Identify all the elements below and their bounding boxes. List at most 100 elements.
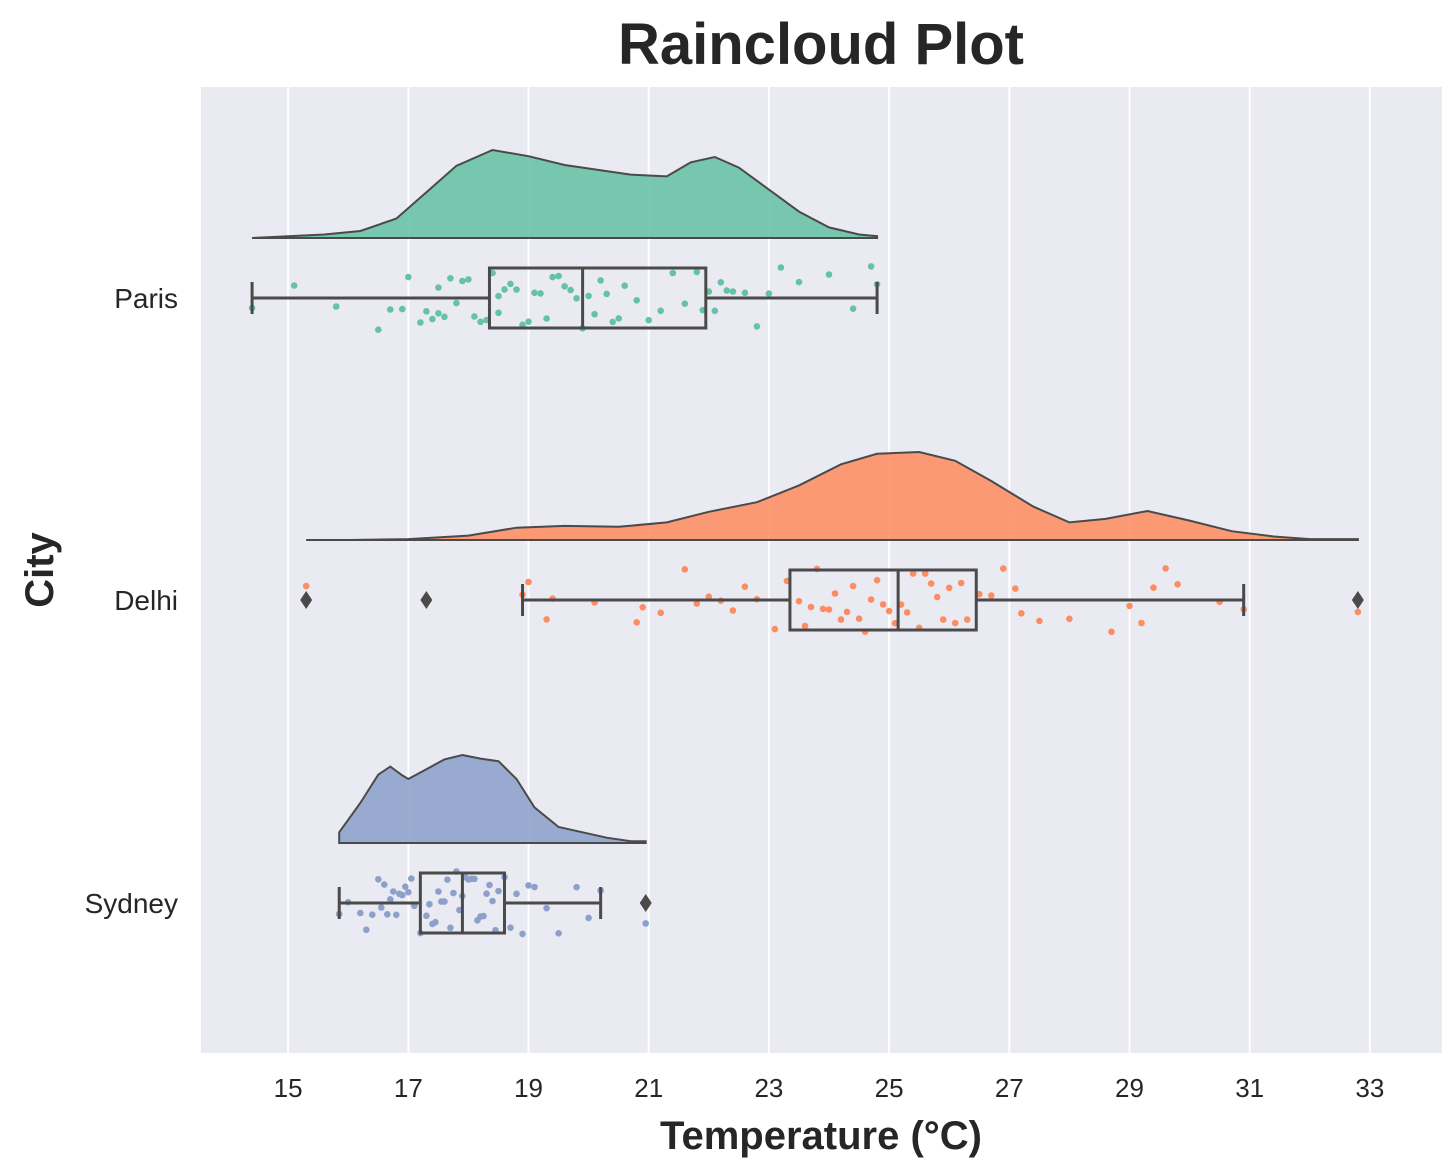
data-point bbox=[453, 299, 460, 307]
data-point bbox=[390, 888, 397, 895]
data-point bbox=[1150, 584, 1157, 591]
outlier-marker bbox=[1351, 591, 1364, 609]
data-point bbox=[435, 284, 442, 291]
data-point bbox=[480, 912, 487, 920]
data-point bbox=[459, 277, 466, 285]
data-point bbox=[290, 282, 298, 289]
data-point bbox=[1012, 585, 1019, 592]
data-point bbox=[693, 600, 701, 607]
series-delhi bbox=[300, 450, 1364, 636]
data-point bbox=[717, 279, 725, 286]
data-point bbox=[378, 904, 385, 911]
data-point bbox=[441, 313, 448, 321]
data-point bbox=[471, 313, 478, 320]
data-point bbox=[705, 593, 713, 600]
x-tick-label: 17 bbox=[394, 1073, 423, 1103]
data-point bbox=[444, 876, 451, 883]
data-point bbox=[549, 273, 556, 281]
data-point bbox=[591, 310, 598, 318]
series-paris bbox=[248, 148, 881, 334]
data-point bbox=[531, 289, 538, 297]
data-point bbox=[585, 914, 592, 922]
x-tick-label: 29 bbox=[1115, 1073, 1144, 1103]
data-point bbox=[387, 306, 394, 313]
data-point bbox=[423, 308, 430, 315]
data-point bbox=[357, 909, 364, 917]
data-point bbox=[681, 566, 689, 573]
data-point bbox=[555, 930, 562, 937]
series-sydney bbox=[335, 753, 652, 938]
data-point bbox=[1036, 617, 1043, 625]
data-point bbox=[609, 318, 616, 326]
data-point bbox=[543, 904, 550, 912]
data-point bbox=[447, 924, 454, 932]
data-point bbox=[933, 593, 941, 601]
data-point bbox=[957, 579, 965, 587]
data-point bbox=[777, 264, 785, 271]
data-point bbox=[375, 326, 382, 334]
data-point bbox=[825, 606, 833, 613]
data-point bbox=[807, 603, 815, 611]
x-tick-label: 15 bbox=[274, 1073, 303, 1103]
data-point bbox=[543, 616, 550, 623]
data-point bbox=[1354, 608, 1362, 616]
x-tick-label: 33 bbox=[1355, 1073, 1384, 1103]
data-point bbox=[507, 280, 514, 288]
x-tick-label: 31 bbox=[1235, 1073, 1264, 1103]
data-point bbox=[903, 609, 911, 616]
data-point bbox=[729, 607, 737, 614]
data-point bbox=[693, 268, 701, 276]
data-point bbox=[801, 622, 809, 630]
data-point bbox=[441, 898, 448, 905]
data-point bbox=[332, 303, 340, 310]
data-point bbox=[963, 616, 971, 623]
data-point bbox=[477, 318, 484, 326]
data-point bbox=[423, 912, 430, 920]
density-cloud bbox=[252, 148, 879, 239]
data-point bbox=[645, 316, 652, 324]
data-point bbox=[1138, 619, 1145, 627]
x-tick-label: 21 bbox=[634, 1073, 663, 1103]
data-point bbox=[567, 286, 574, 294]
data-point bbox=[765, 290, 773, 297]
data-point bbox=[393, 911, 400, 919]
data-point bbox=[495, 292, 502, 300]
y-axis-label: City bbox=[18, 531, 62, 607]
data-point bbox=[831, 590, 839, 597]
data-point bbox=[795, 278, 803, 286]
data-point bbox=[657, 307, 664, 315]
data-point bbox=[885, 607, 893, 615]
x-tick-label: 23 bbox=[754, 1073, 783, 1103]
data-point bbox=[408, 875, 415, 882]
data-point bbox=[561, 283, 568, 290]
data-point bbox=[633, 297, 640, 304]
data-point bbox=[1066, 615, 1073, 623]
data-point bbox=[435, 888, 442, 895]
x-tick-labels: 15 17 19 21 23 25 27 29 31 33 bbox=[274, 1073, 1385, 1103]
data-point bbox=[513, 890, 520, 898]
data-point bbox=[723, 287, 731, 294]
data-point bbox=[945, 584, 953, 592]
data-point bbox=[771, 625, 779, 633]
data-point bbox=[426, 900, 433, 908]
data-point bbox=[471, 875, 478, 883]
data-point bbox=[537, 290, 544, 297]
data-point bbox=[495, 309, 502, 317]
x-tick-label: 19 bbox=[514, 1073, 543, 1103]
data-point bbox=[450, 889, 457, 897]
iqr-box bbox=[487, 266, 708, 330]
data-point bbox=[495, 887, 502, 895]
data-point bbox=[741, 583, 749, 590]
data-point bbox=[642, 920, 649, 927]
data-point bbox=[849, 305, 857, 313]
data-point bbox=[1000, 565, 1007, 572]
chart-title: Raincloud Plot bbox=[618, 12, 1024, 77]
data-point bbox=[432, 918, 439, 926]
data-point bbox=[939, 616, 947, 623]
data-point bbox=[1126, 602, 1133, 610]
category-label: Delhi bbox=[114, 585, 178, 616]
data-point bbox=[573, 883, 580, 891]
outlier-marker bbox=[420, 591, 433, 609]
data-point bbox=[519, 930, 526, 938]
